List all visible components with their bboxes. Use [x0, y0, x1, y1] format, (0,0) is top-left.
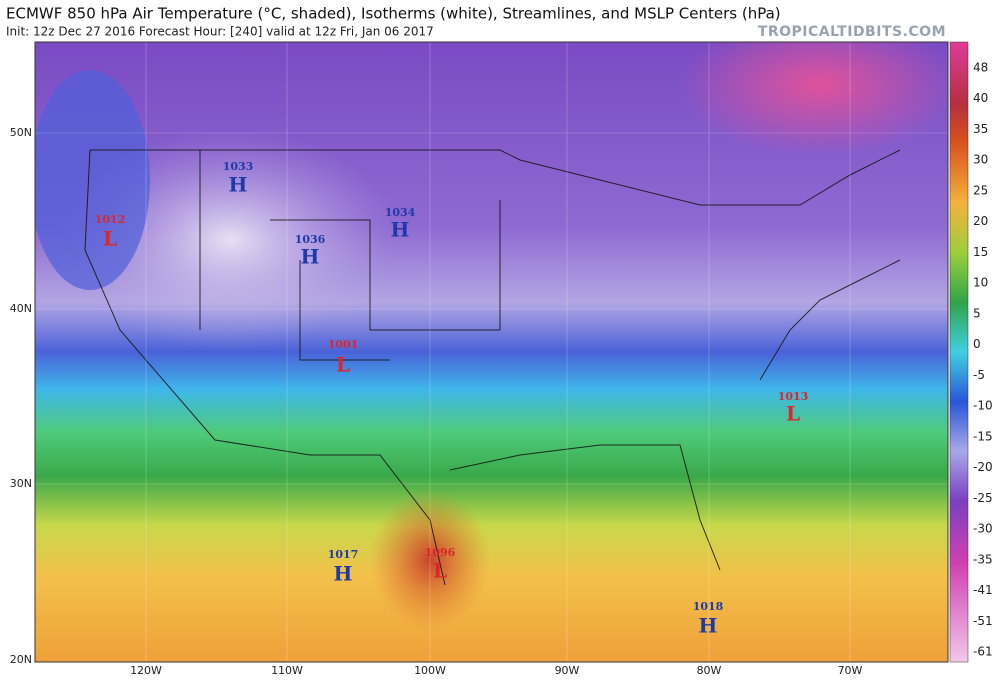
center-symbol: L [103, 227, 117, 251]
colorbar-labels: 48 40 35 30 25 20 15 10 5 0 -5 -10 -15 -20 -25 -30 -35 -4… [973, 61, 993, 659]
colorbar-label: -35 [973, 552, 993, 566]
center-pressure: 1034 [385, 206, 416, 219]
colorbar-label: -15 [973, 429, 993, 443]
center-symbol: H [699, 614, 718, 638]
colorbar-label: 10 [973, 276, 988, 290]
colorbar-label: -25 [973, 491, 993, 505]
center-pressure: 1017 [328, 548, 359, 561]
colorbar-label: 30 [973, 153, 988, 167]
longitude-label: 90W [555, 664, 580, 677]
grid-lines [35, 42, 948, 662]
center-pressure: 1013 [778, 390, 809, 403]
pressure-centers: 1012 L 1033 H 1036 H 1034 H 1001 L 1013 … [95, 160, 809, 638]
latitude-label: 30N [10, 477, 32, 490]
pacific-coast-band [35, 70, 150, 290]
longitude-label: 80W [697, 664, 722, 677]
colorbar-label: 0 [973, 337, 981, 351]
longitude-label: 110W [271, 664, 303, 677]
colorbar-label: -30 [973, 522, 993, 536]
center-symbol: L [336, 353, 350, 377]
center-pressure: 1018 [693, 600, 724, 613]
center-symbol: L [433, 559, 447, 583]
borders [84, 149, 901, 586]
longitude-label: 120W [130, 664, 162, 677]
colorbar-label: -20 [973, 460, 993, 474]
center-pressure: 1096 [425, 546, 456, 559]
map-field [35, 42, 948, 662]
latitude-label: 40N [10, 302, 32, 315]
center-pressure: 1012 [95, 213, 126, 226]
watermark: TROPICALTIDBITS.COM [758, 24, 946, 40]
map-subtitle: Init: 12z Dec 27 2016 Forecast Hour: [24… [6, 25, 434, 39]
center-pressure: 1001 [328, 338, 359, 351]
center-symbol: L [786, 402, 800, 426]
colorbar-label: -61 [973, 645, 993, 659]
map-frame [34, 41, 949, 663]
longitude-label: 100W [414, 664, 446, 677]
colorbar-label: 15 [973, 245, 988, 259]
colorbar-label: -51 [973, 614, 993, 628]
colorbar-label: 48 [973, 61, 988, 75]
colorbar-label: 20 [973, 214, 988, 228]
latitude-label: 20N [10, 653, 32, 666]
colorbar-label: 5 [973, 306, 981, 320]
colorbar-label: 25 [973, 183, 988, 197]
center-symbol: H [334, 562, 353, 586]
warm-core [370, 490, 490, 630]
center-symbol: H [391, 218, 410, 242]
center-symbol: H [229, 173, 248, 197]
latitude-labels: 50N 40N 30N 20N [10, 126, 32, 666]
latitude-label: 50N [10, 126, 32, 139]
colorbar-label: 40 [973, 91, 988, 105]
center-symbol: H [301, 245, 320, 269]
colorbar-label: -5 [973, 368, 985, 382]
colorbar-label: -10 [973, 399, 993, 413]
center-pressure: 1033 [223, 160, 254, 173]
map-title: ECMWF 850 hPa Air Temperature (°C, shade… [6, 5, 781, 23]
colorbar-label: 35 [973, 122, 988, 136]
center-pressure: 1036 [295, 233, 326, 246]
colorbar [949, 41, 969, 663]
longitude-labels: 120W 110W 100W 90W 80W 70W [130, 664, 862, 677]
cold-core [680, 42, 948, 155]
longitude-label: 70W [838, 664, 863, 677]
colorbar-label: -41 [973, 583, 993, 597]
